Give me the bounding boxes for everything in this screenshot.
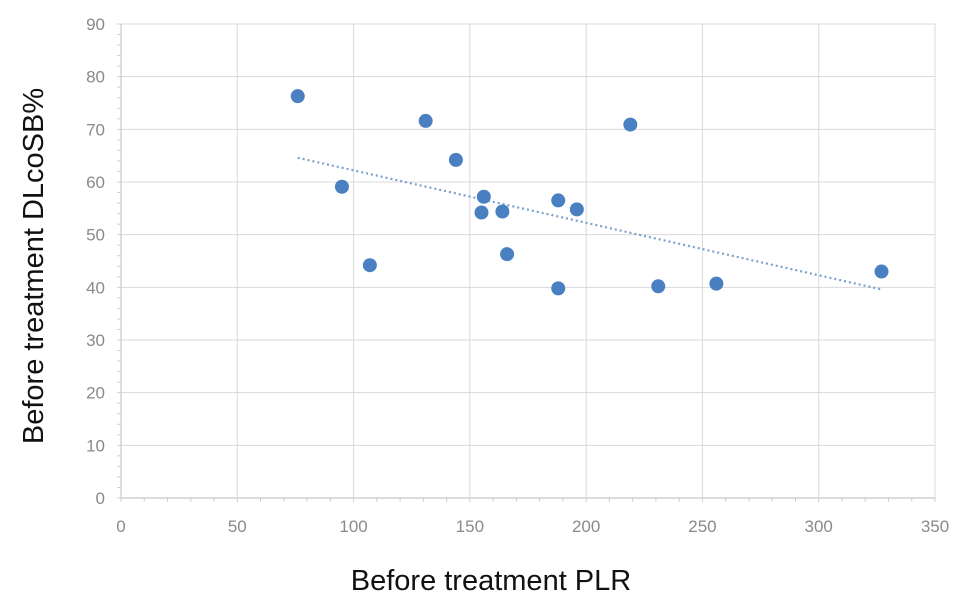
- y-tick-label: 80: [86, 68, 105, 87]
- data-point: [623, 117, 638, 132]
- data-point: [709, 276, 724, 291]
- y-tick-label: 40: [86, 278, 105, 297]
- trendline: [297, 156, 882, 291]
- data-point: [448, 152, 463, 167]
- y-tick-label: 50: [86, 226, 105, 245]
- x-axis-title: Before treatment PLR: [351, 565, 631, 597]
- x-tick-label: 200: [572, 517, 600, 536]
- data-point: [418, 113, 433, 128]
- y-tick-label: 10: [86, 436, 105, 455]
- data-point: [495, 204, 510, 219]
- data-point: [874, 264, 889, 279]
- data-point: [290, 89, 305, 104]
- data-point: [334, 179, 349, 194]
- y-tick-labels: 0 10 20 30 40 50 60 70 80 90: [86, 15, 105, 508]
- y-axis-title: Before treatment DLcoSB%: [18, 88, 50, 444]
- data-points: [290, 89, 889, 296]
- y-tick-label: 0: [96, 489, 105, 508]
- x-tick-label: 0: [116, 517, 125, 536]
- y-tick-label: 60: [86, 173, 105, 192]
- x-tick-label: 300: [805, 517, 833, 536]
- x-tick-label: 250: [688, 517, 716, 536]
- trendline-layer: [297, 156, 882, 291]
- x-tick-labels: 0 50 100 150 200 250 300 350: [116, 517, 949, 536]
- data-point: [474, 205, 489, 220]
- axes: [117, 23, 936, 502]
- y-tick-label: 20: [86, 384, 105, 403]
- data-point: [500, 247, 515, 262]
- y-tick-label: 70: [86, 120, 105, 139]
- data-point: [362, 258, 377, 273]
- grid-lines: [121, 23, 936, 498]
- data-point: [551, 193, 566, 208]
- data-point: [569, 202, 584, 217]
- data-point: [651, 279, 666, 294]
- data-point: [476, 189, 491, 204]
- x-tick-label: 150: [456, 517, 484, 536]
- data-point: [551, 281, 566, 296]
- y-tick-label: 30: [86, 331, 105, 350]
- x-tick-label: 350: [921, 517, 949, 536]
- x-tick-label: 50: [228, 517, 247, 536]
- y-tick-label: 90: [86, 15, 105, 34]
- x-tick-label: 100: [339, 517, 367, 536]
